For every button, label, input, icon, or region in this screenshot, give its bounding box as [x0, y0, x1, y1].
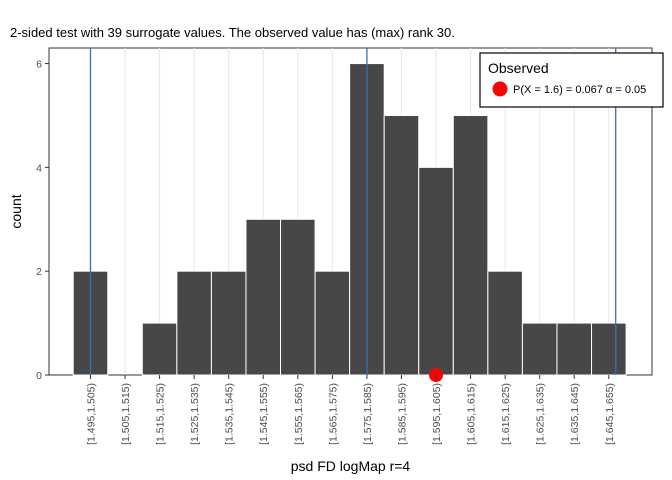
bar [521, 322, 558, 376]
x-tick-label: [1.605,1.615) [466, 383, 478, 445]
legend: Observed P(X = 1.6) = 0.067 α = 0.05 [479, 52, 664, 108]
legend-title: Observed [488, 60, 549, 76]
bar [141, 322, 178, 376]
y-tick-label: 0 [36, 370, 42, 382]
x-axis: [1.495,1.505) [1.505,1.515) [1.515,1.525) [… [85, 375, 616, 445]
x-tick-label: [1.575,1.585) [362, 383, 374, 445]
bar [245, 218, 282, 376]
legend-label: P(X = 1.6) = 0.067 α = 0.05 [513, 84, 646, 96]
x-tick-label: [1.565,1.575) [327, 383, 339, 445]
x-tick-label: [1.585,1.595) [396, 383, 408, 445]
y-tick-label: 6 [36, 59, 42, 71]
x-tick-label: [1.635,1.645) [569, 383, 581, 445]
bar [418, 166, 454, 376]
chart-title: 2-sided test with 39 surrogate values. T… [10, 25, 455, 40]
bar [280, 218, 316, 376]
y-axis: 0 2 4 6 [36, 59, 49, 382]
x-tick-label: [1.495,1.505) [85, 383, 97, 445]
x-tick-label: [1.555,1.565) [293, 383, 305, 445]
bar [176, 270, 212, 376]
legend-box [479, 52, 664, 108]
x-axis-title: psd FD logMap r=4 [291, 458, 411, 474]
bar [210, 270, 247, 376]
bars [72, 63, 627, 376]
x-tick-label: [1.645,1.655) [604, 383, 616, 445]
x-tick-label: [1.625,1.635) [535, 383, 547, 445]
x-tick-label: [1.525,1.535) [189, 383, 201, 445]
x-tick-label: [1.505,1.515) [120, 383, 132, 445]
legend-key-dot [492, 81, 508, 97]
bar [591, 322, 627, 376]
y-axis-title: count [8, 194, 24, 228]
bar [314, 270, 351, 376]
x-tick-label: [1.595,1.605) [431, 383, 443, 445]
bar [452, 114, 489, 376]
x-tick-label: [1.615,1.625) [500, 383, 512, 445]
y-tick-label: 2 [36, 266, 42, 278]
y-tick-label: 4 [36, 162, 42, 174]
bar [383, 114, 420, 376]
x-tick-label: [1.545,1.555) [258, 383, 270, 445]
bar [556, 322, 593, 376]
bar [487, 270, 523, 376]
x-tick-label: [1.515,1.525) [155, 383, 167, 445]
x-tick-label: [1.535,1.545) [224, 383, 236, 445]
